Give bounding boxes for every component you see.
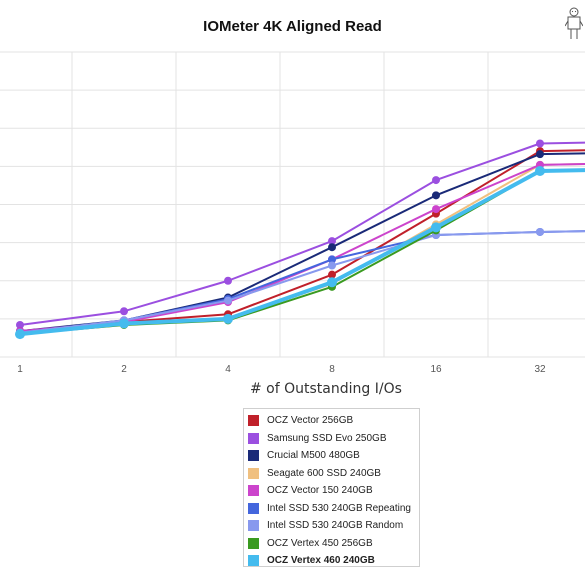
data-point [224, 296, 232, 305]
x-tick-label: 1 [17, 364, 23, 375]
data-point [328, 243, 336, 252]
chart-legend: OCZ Vector 256GB Samsung SSD Evo 250GB Cru… [243, 408, 420, 567]
legend-swatch [248, 520, 259, 532]
data-point [327, 277, 337, 288]
data-point [328, 270, 336, 279]
legend-label: OCZ Vector 150 240GB [267, 485, 373, 497]
series-line [19, 149, 585, 333]
data-point [224, 276, 232, 285]
data-point [536, 227, 544, 236]
x-tick-label: 8 [329, 364, 335, 375]
legend-label: Intel SSD 530 240GB Random [267, 520, 404, 532]
data-point [536, 150, 544, 159]
data-point [432, 205, 440, 214]
line-chart: 1 2 4 8 16 32 [0, 51, 585, 375]
series-intel-ssd-530-240gb-repeating [16, 227, 585, 337]
series-lines [15, 139, 585, 340]
legend-item: Intel SSD 530 240GB Random [248, 517, 419, 535]
legend-item: Seagate 600 SSD 240GB [248, 465, 419, 483]
chart-title: IOMeter 4K Aligned Read [203, 18, 382, 35]
legend-swatch [248, 485, 259, 497]
series-line [19, 230, 585, 334]
data-point [432, 191, 440, 200]
data-point [432, 176, 440, 185]
legend-label: OCZ Vector 256GB [267, 415, 354, 427]
legend-swatch [248, 555, 259, 567]
data-point [328, 237, 336, 246]
legend-label: OCZ Vertex 460 240GB [267, 555, 375, 567]
legend-label: Seagate 600 SSD 240GB [267, 467, 381, 479]
data-point [535, 165, 545, 176]
legend-label: OCZ Vertex 450 256GB [267, 537, 373, 549]
series-intel-ssd-530-240gb-random [16, 227, 585, 337]
x-tick-label: 4 [225, 364, 231, 375]
legend-label: Crucial M500 480GB [267, 450, 360, 462]
person-icon [564, 6, 584, 47]
legend-item: OCZ Vector 150 240GB [248, 482, 419, 500]
series-line [19, 163, 585, 336]
legend-swatch [248, 502, 259, 514]
legend-item: OCZ Vector 256GB [248, 412, 419, 430]
data-point [120, 307, 128, 316]
data-point [328, 261, 336, 270]
legend-swatch [248, 450, 259, 462]
series-samsung-ssd-evo-250gb [16, 139, 585, 329]
series-line [19, 163, 585, 333]
x-tick-label: 32 [534, 364, 546, 375]
legend-label: Samsung SSD Evo 250GB [267, 432, 387, 444]
legend-item: Intel SSD 530 240GB Repeating [248, 500, 419, 518]
data-point [15, 329, 25, 340]
legend-swatch [248, 415, 259, 427]
legend-item: OCZ Vertex 460 240GB [248, 552, 419, 570]
data-point [328, 255, 336, 264]
legend-label: Intel SSD 530 240GB Repeating [267, 502, 411, 514]
legend-swatch [248, 537, 259, 549]
data-point [431, 222, 441, 233]
x-tick-labels: 1 2 4 8 16 32 [17, 364, 546, 375]
legend-item: Samsung SSD Evo 250GB [248, 430, 419, 448]
series-ocz-vector-256gb [16, 147, 585, 336]
series-seagate-600-ssd-240gb [16, 160, 585, 339]
legend-item: Crucial M500 480GB [248, 447, 419, 465]
data-point [223, 313, 233, 324]
chart-grid [0, 51, 585, 358]
data-point [16, 320, 24, 329]
series-ocz-vertex-460-240gb [15, 165, 585, 340]
legend-item: OCZ Vertex 450 256GB [248, 535, 419, 553]
legend-swatch [248, 467, 259, 479]
series-line [19, 230, 585, 334]
data-point [119, 318, 129, 329]
legend-swatch [248, 432, 259, 444]
data-point [536, 139, 544, 148]
x-tick-label: 16 [430, 364, 442, 375]
x-axis-label: # of Outstanding I/Os [250, 381, 402, 397]
x-tick-label: 2 [121, 364, 127, 375]
